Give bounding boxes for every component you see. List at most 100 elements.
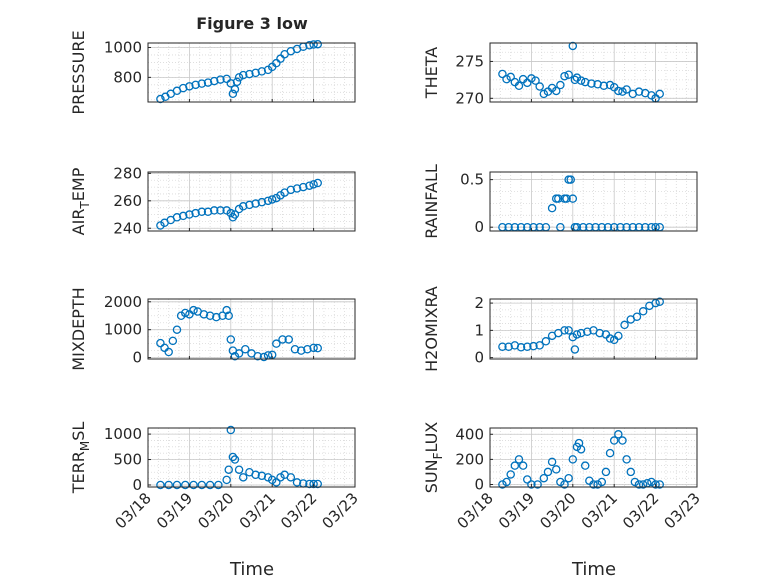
- data-point: [309, 343, 318, 353]
- y-tick-label: 2: [474, 294, 484, 312]
- data-point: [263, 196, 273, 206]
- data-point: [564, 326, 573, 335]
- data-point: [305, 181, 314, 190]
- data-point: [156, 338, 165, 348]
- data-point: [286, 473, 296, 482]
- data-point: [630, 477, 640, 487]
- data-point: [238, 202, 248, 211]
- data-point: [267, 195, 277, 204]
- y-axis-label: RAINFALL: [422, 164, 441, 239]
- data-point: [587, 79, 596, 88]
- axes-frame: [147, 171, 356, 232]
- y-tick-label: 800: [113, 68, 142, 86]
- data-point: [313, 39, 322, 49]
- x-tick-label: 03/21: [236, 489, 279, 532]
- data-point: [514, 455, 524, 464]
- y-axis-label-part: EMP: [69, 167, 88, 201]
- data-point: [510, 461, 520, 470]
- data-point: [284, 335, 294, 344]
- data-point: [313, 178, 322, 188]
- data-point: [655, 89, 664, 99]
- data-point: [622, 455, 631, 464]
- data-point: [191, 80, 200, 90]
- y-axis-label-part: LUX: [422, 422, 441, 453]
- figure-title: Figure 3 low: [196, 14, 308, 33]
- y-tick-label: 0: [132, 476, 142, 494]
- x-tick-label: 03/22: [277, 489, 320, 532]
- data-point: [605, 448, 615, 458]
- data-point: [245, 69, 254, 79]
- plot-area: [490, 428, 697, 487]
- data-point: [205, 480, 215, 490]
- axes-frame: [147, 298, 356, 360]
- x-tick-label: 03/20: [194, 489, 237, 532]
- data-point: [267, 475, 277, 485]
- y-tick-label: 1000: [104, 425, 142, 443]
- data-point: [164, 347, 173, 357]
- data-point: [222, 475, 231, 485]
- data-point: [212, 312, 221, 322]
- y-tick-label: 1000: [104, 38, 142, 56]
- data-point: [203, 78, 213, 87]
- y-axis-label-subscript: F: [431, 452, 445, 459]
- data-point: [626, 467, 636, 477]
- data-point: [238, 473, 248, 482]
- data-point: [506, 72, 515, 82]
- data-point: [172, 213, 182, 222]
- data-point: [651, 480, 660, 489]
- data-point: [251, 68, 260, 78]
- axes-frame: [147, 42, 356, 103]
- data-point: [226, 208, 236, 218]
- y-axis-label: SUNFLUX: [422, 422, 445, 494]
- data-point: [543, 467, 553, 477]
- data-point: [609, 436, 619, 445]
- plot-area: [490, 43, 697, 102]
- y-tick-label: 400: [455, 425, 484, 443]
- x-tick-label: 03/18: [454, 489, 497, 532]
- x-axis-label-right: Time: [571, 559, 616, 580]
- data-point: [556, 477, 565, 487]
- data-point: [599, 81, 609, 91]
- data-point: [313, 343, 322, 353]
- data-point: [576, 328, 586, 338]
- data-point: [178, 211, 188, 221]
- data-point: [527, 74, 536, 83]
- data-point: [547, 457, 557, 467]
- y-axis-label: H2OMIXRA: [422, 286, 441, 372]
- data-point: [189, 305, 198, 315]
- data-point: [181, 480, 190, 490]
- data-point: [272, 339, 281, 348]
- data-point: [570, 345, 580, 354]
- data-point: [514, 81, 524, 91]
- data-point: [576, 445, 586, 454]
- data-point: [535, 82, 544, 91]
- data-point: [253, 351, 262, 361]
- y-tick-label: 0: [474, 475, 484, 493]
- data-point: [257, 67, 267, 76]
- data-point: [618, 436, 627, 445]
- data-point: [298, 182, 308, 192]
- data-point: [226, 79, 236, 88]
- data-point: [185, 210, 194, 219]
- y-tick-label: 0: [474, 349, 484, 367]
- data-point: [541, 337, 551, 346]
- y-tick-label: 275: [455, 52, 484, 70]
- data-point: [547, 203, 557, 213]
- data-point: [655, 297, 664, 306]
- data-point: [554, 194, 563, 203]
- data-point: [241, 344, 250, 354]
- y-axis-label-part: TERR: [69, 451, 88, 494]
- data-point: [216, 206, 225, 215]
- x-tick-label: 03/22: [619, 489, 662, 532]
- x-tick-label: 03/19: [495, 489, 538, 532]
- data-point: [234, 465, 244, 474]
- data-point: [498, 69, 507, 79]
- data-point: [523, 475, 532, 484]
- data-point: [634, 480, 644, 489]
- data-point: [278, 335, 287, 344]
- y-tick-label: 260: [113, 192, 142, 210]
- data-point: [191, 208, 200, 218]
- axes-frame: [489, 171, 698, 232]
- data-point: [551, 465, 561, 474]
